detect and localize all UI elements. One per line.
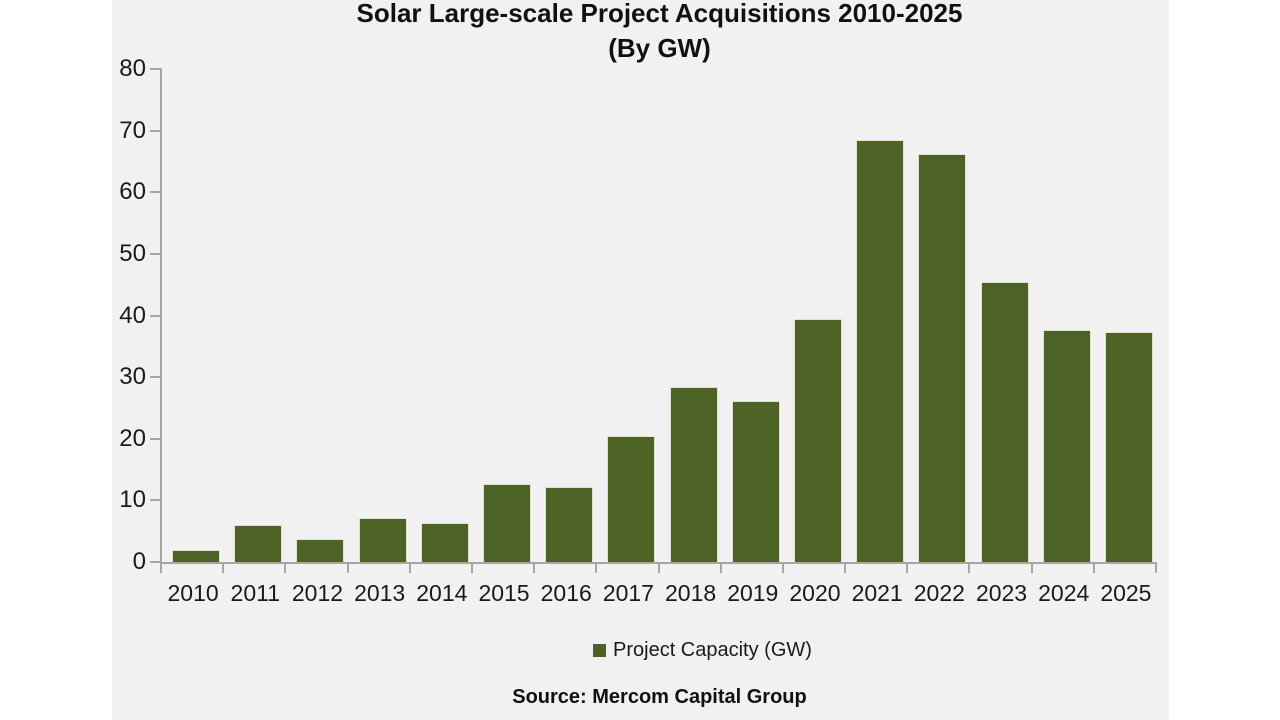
x-tick-2 (284, 562, 287, 573)
x-tick-label-2012: 2012 (291, 580, 344, 606)
y-tick-label-20: 20 (119, 424, 146, 452)
x-tick-label-2025: 2025 (1100, 580, 1152, 606)
y-axis-line (160, 69, 162, 564)
bar-2021 (856, 140, 905, 562)
bar-2013 (358, 518, 407, 562)
x-tick-label-2024: 2024 (1038, 580, 1090, 606)
bar-2023 (980, 282, 1029, 562)
y-tick-80 (150, 68, 162, 70)
legend-square-marker (593, 644, 606, 657)
y-tick-label-30: 30 (119, 363, 146, 391)
x-tick-label-2018: 2018 (665, 580, 717, 606)
x-tick-label-2017: 2017 (602, 580, 654, 606)
x-tick-label-2011: 2011 (230, 580, 281, 606)
y-tick-10 (150, 499, 162, 502)
x-tick-label-2022: 2022 (913, 580, 965, 606)
x-tick-9 (719, 562, 722, 573)
x-tick-label-2015: 2015 (478, 580, 530, 606)
x-tick-4 (408, 562, 411, 573)
x-tick-5 (470, 562, 473, 573)
bar-2016 (545, 487, 594, 562)
x-tick-3 (346, 562, 349, 573)
legend-label: Project Capacity (GW) (613, 639, 812, 661)
y-tick-0 (150, 561, 162, 563)
x-tick-label-2014: 2014 (416, 580, 468, 606)
x-tick-0 (160, 562, 162, 573)
x-tick-1 (222, 562, 225, 573)
chart-title-block: Solar Large-scale Project Acquisitions 2… (162, 0, 1157, 66)
y-tick-label-50: 50 (119, 239, 146, 267)
plot-area (162, 69, 1157, 562)
bar-2015 (483, 484, 532, 562)
y-tick-30 (150, 376, 162, 379)
x-tick-12 (906, 562, 909, 573)
y-tick-50 (150, 252, 162, 255)
bar-2024 (1042, 330, 1091, 562)
chart-subtitle: (By GW) (608, 33, 711, 63)
y-tick-70 (150, 129, 162, 132)
x-tick-11 (844, 562, 847, 573)
x-tick-15 (1092, 562, 1095, 573)
x-tick-10 (781, 562, 784, 573)
bar-2025 (1104, 332, 1153, 562)
legend: Project Capacity (GW) (593, 639, 812, 662)
bar-2012 (296, 539, 345, 562)
y-tick-label-70: 70 (119, 116, 146, 144)
y-tick-20 (150, 437, 162, 440)
x-tick-8 (657, 562, 660, 573)
x-tick-6 (533, 562, 536, 573)
y-tick-label-0: 0 (132, 548, 146, 575)
chart-title: Solar Large-scale Project Acquisitions 2… (356, 0, 963, 28)
x-tick-14 (1030, 562, 1033, 573)
x-tick-label-2019: 2019 (727, 580, 779, 606)
x-tick-label-2010: 2010 (167, 580, 219, 606)
bar-2014 (420, 523, 469, 562)
bar-2019 (731, 401, 780, 562)
x-tick-label-2021: 2021 (851, 580, 903, 606)
x-tick-label-2016: 2016 (540, 580, 592, 606)
x-tick-13 (968, 562, 971, 573)
source-note: Source: Mercom Capital Group (512, 686, 807, 708)
y-tick-label-60: 60 (119, 178, 146, 206)
bar-2022 (918, 154, 967, 562)
bar-2020 (793, 319, 842, 562)
x-tick-label-2020: 2020 (789, 580, 841, 606)
bar-2011 (234, 525, 283, 562)
y-tick-label-10: 10 (119, 486, 146, 514)
y-tick-label-40: 40 (119, 301, 146, 329)
y-tick-40 (150, 314, 162, 317)
y-tick-60 (150, 191, 162, 194)
x-tick-label-2023: 2023 (975, 580, 1028, 606)
x-tick-label-2013: 2013 (354, 580, 406, 606)
bar-2010 (172, 550, 221, 562)
bar-2017 (607, 436, 656, 562)
bar-2018 (669, 387, 718, 562)
x-tick-16 (1155, 562, 1157, 573)
x-tick-7 (595, 562, 598, 573)
y-tick-label-80: 80 (119, 55, 146, 82)
